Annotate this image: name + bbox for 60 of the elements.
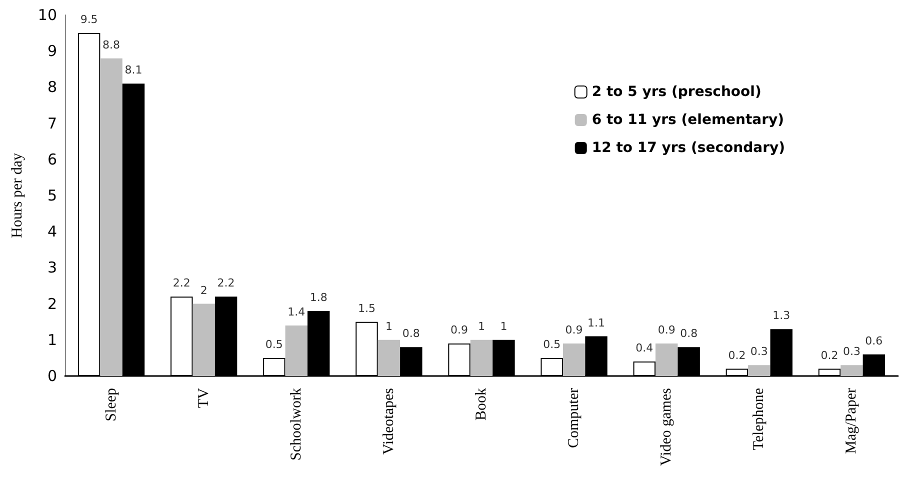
y-tick-label: 9: [47, 42, 57, 60]
data-label: 0.9: [565, 324, 583, 337]
x-tick-label: Video games: [658, 388, 675, 466]
x-tick-label: Videotapes: [380, 388, 397, 455]
data-label: 1.4: [288, 305, 306, 318]
data-label: 0.8: [680, 327, 698, 340]
bar: [656, 344, 678, 376]
legend-label: 12 to 17 yrs (secondary): [592, 140, 786, 156]
y-tick-label: 7: [47, 114, 57, 132]
legend-label: 6 to 11 yrs (elementary): [592, 112, 784, 128]
y-tick-label: 4: [47, 222, 57, 241]
bar: [192, 304, 215, 376]
x-tick-label: Computer: [566, 388, 582, 448]
data-label: 0.5: [265, 338, 283, 351]
data-label: 2.2: [217, 276, 235, 290]
data-label: 1: [478, 320, 485, 333]
y-tick-label: 10: [38, 6, 57, 24]
y-tick-label: 5: [47, 186, 57, 204]
bar: [100, 58, 122, 376]
bar: [748, 365, 770, 376]
data-label: 2.2: [172, 276, 190, 290]
y-tick-label: 0: [47, 367, 57, 385]
data-label: 8.1: [124, 64, 142, 77]
y-tick-label: 3: [47, 258, 57, 277]
data-label: 0.8: [402, 327, 420, 340]
bar: [470, 340, 493, 376]
data-label: 0.3: [750, 345, 768, 358]
data-label: 0.2: [820, 348, 838, 362]
x-tick-label: TV: [196, 388, 212, 408]
data-label: 2: [200, 284, 208, 297]
bar: [285, 325, 308, 376]
data-label: 1.1: [588, 316, 606, 330]
legend-label: 2 to 5 yrs (preschool): [592, 84, 762, 100]
data-label: 0.9: [450, 324, 468, 337]
data-label: 0.6: [865, 334, 883, 348]
data-label: 1.5: [358, 302, 376, 315]
x-tick-label: Mag/Paper: [844, 388, 860, 454]
y-axis-title: Hours per day: [10, 152, 26, 238]
x-tick-label: Book: [474, 388, 490, 421]
data-label: 0.4: [636, 342, 654, 355]
data-label: 0.5: [543, 338, 561, 351]
x-tick-label: Telephone: [751, 388, 768, 450]
data-label: 9.5: [80, 13, 98, 26]
data-label: 1: [385, 320, 392, 333]
data-label: 0.9: [658, 324, 676, 337]
y-tick-label: 1: [47, 330, 57, 349]
y-tick-label: 6: [47, 150, 57, 168]
y-tick-label: 2: [47, 294, 57, 313]
x-tick-label: Sleep: [103, 388, 120, 422]
data-label: 1.3: [772, 309, 790, 322]
data-label: 1.8: [310, 291, 328, 304]
x-tick-label: Schoolwork: [288, 388, 304, 460]
data-label: 0.2: [728, 348, 746, 362]
data-label: 1: [500, 320, 508, 333]
data-label: 8.8: [102, 38, 120, 52]
data-label: 0.3: [842, 345, 860, 358]
bar: [562, 344, 586, 376]
bar: [840, 365, 863, 376]
y-tick-label: 8: [47, 78, 57, 96]
bar: [378, 340, 400, 376]
